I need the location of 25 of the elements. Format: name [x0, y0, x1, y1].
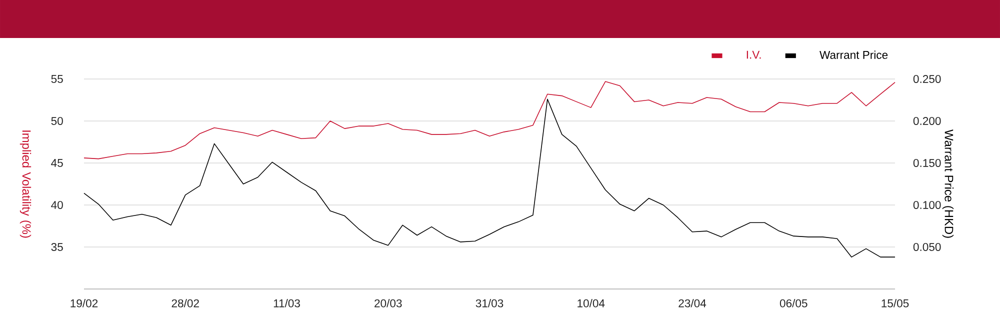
x-tick-label: 10/04	[578, 299, 605, 308]
line-series	[84, 81, 896, 160]
y-axis-title: Implied Volatility (%)	[20, 130, 32, 238]
legend-label: Warrant Price	[820, 50, 888, 59]
y2-tick-label: 0.200	[913, 117, 941, 125]
y2-tick-label: 0.150	[913, 159, 941, 167]
x-tick-label: 28/02	[172, 299, 199, 308]
y-tick-label: 35	[51, 243, 63, 251]
y2-tick-label: 0.050	[913, 243, 941, 251]
line-series	[84, 98, 896, 258]
x-tick-label: 11/03	[274, 299, 300, 308]
x-tick-label: 23/04	[678, 299, 706, 308]
legend-label: I.V.	[746, 50, 761, 59]
x-tick-label: 06/05	[780, 299, 808, 308]
y2-axis-title: Warrant Price (HKD)	[942, 129, 954, 238]
x-tick-label: 15/05	[882, 299, 909, 308]
y-tick-label: 55	[51, 75, 63, 83]
y-tick-label: 50	[51, 117, 63, 125]
x-tick-label: 20/03	[374, 299, 402, 308]
y2-tick-label: 0.250	[913, 75, 941, 83]
y-tick-label: 45	[51, 159, 63, 167]
x-tick-label: 19/02	[70, 299, 98, 308]
x-tick-label: 31/03	[476, 299, 504, 308]
y-tick-label: 40	[51, 201, 63, 209]
y2-tick-label: 0.100	[913, 201, 941, 209]
